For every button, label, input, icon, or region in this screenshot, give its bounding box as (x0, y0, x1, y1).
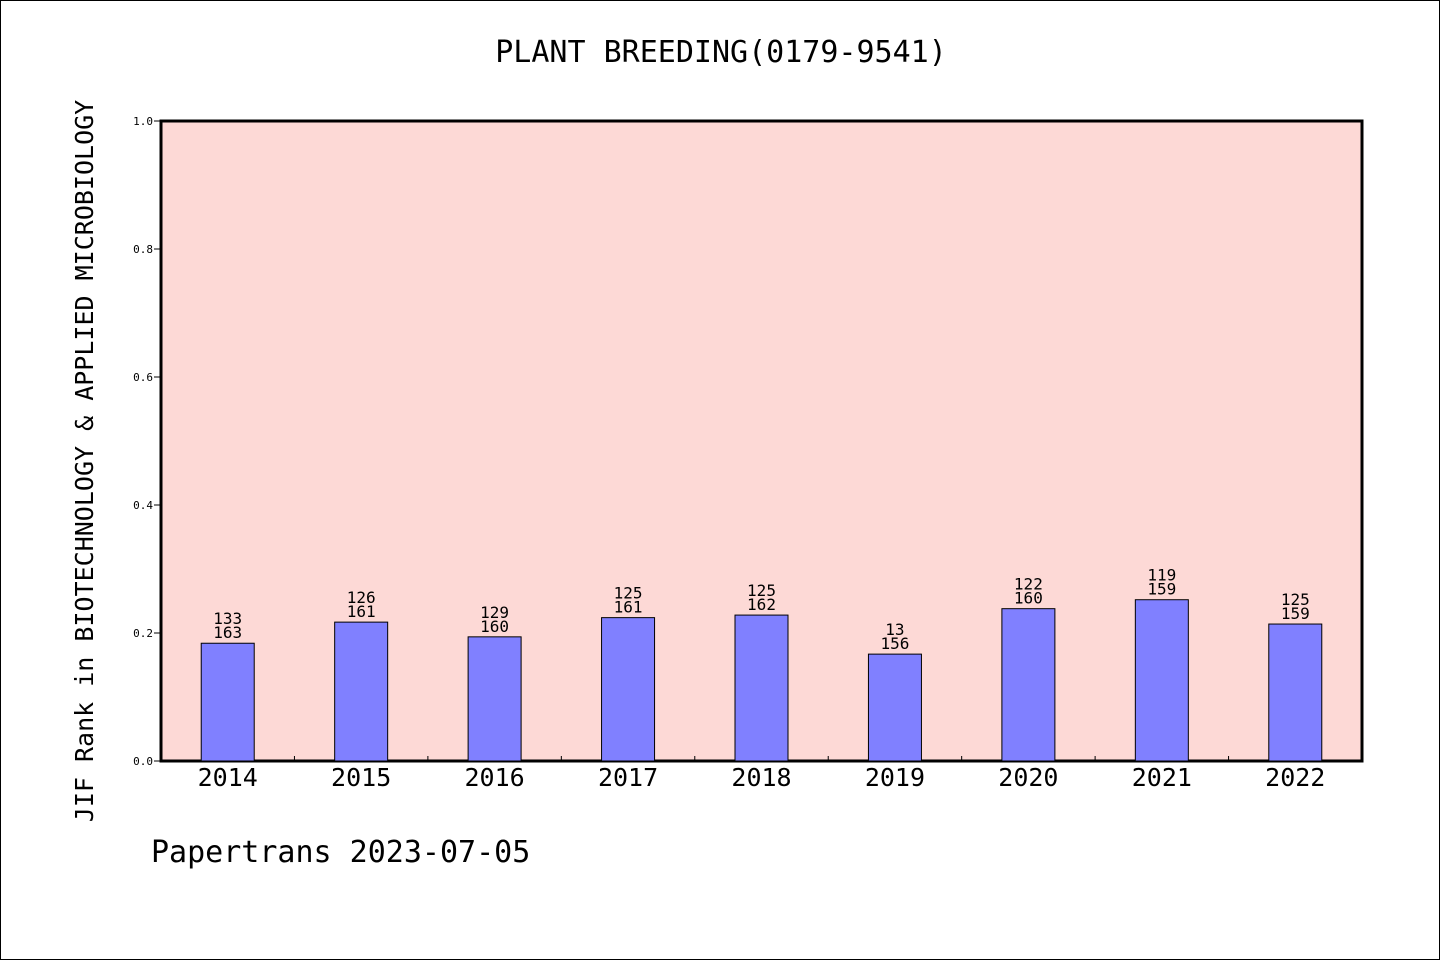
rank-label: 129 (480, 603, 509, 622)
bar-2016 (467, 636, 522, 762)
total-label: 161 (614, 598, 643, 617)
rank-label: 13 (885, 620, 904, 639)
bar-2022 (1268, 623, 1323, 762)
y-tick-label: 0.8 (133, 243, 153, 256)
bar-2020 (1001, 608, 1056, 762)
total-label: 159 (1281, 604, 1310, 623)
rank-label: 122 (1014, 575, 1043, 594)
chart-title: PLANT BREEDING(0179-9541) (495, 35, 947, 70)
rank-label: 133 (213, 609, 242, 628)
bars (200, 599, 1323, 762)
y-tick-label: 0.0 (133, 755, 153, 768)
rank-label: 126 (347, 588, 376, 607)
y-tick-label: 1.0 (133, 115, 153, 128)
x-tick-label: 2022 (1265, 763, 1325, 792)
y-axis: 0.0 0.2 0.4 0.6 0.8 1.0 (133, 115, 161, 768)
total-label: 162 (747, 595, 776, 614)
x-tick-label: 2015 (331, 763, 391, 792)
total-label: 163 (213, 623, 242, 642)
x-tick-label: 2014 (198, 763, 258, 792)
x-tick-label: 2020 (998, 763, 1058, 792)
bar-2015 (334, 621, 389, 762)
total-label: 156 (880, 634, 909, 653)
footer-note: Papertrans 2023-07-05 (151, 835, 531, 870)
bar-2021 (1134, 599, 1189, 762)
total-label: 159 (1147, 580, 1176, 599)
total-label: 160 (480, 617, 509, 636)
rank-label: 125 (614, 584, 643, 603)
y-tick-label: 0.2 (133, 627, 153, 640)
bar-2014 (200, 642, 255, 762)
rank-label: 125 (747, 581, 776, 600)
y-axis-label: JIF Rank in BIOTECHNOLOGY & APPLIED MICR… (70, 100, 99, 822)
x-tick-label: 2019 (865, 763, 925, 792)
total-label: 160 (1014, 589, 1043, 608)
y-tick-label: 0.4 (133, 499, 153, 512)
rank-label: 119 (1147, 566, 1176, 585)
bar-2017 (601, 617, 656, 762)
x-tick-label: 2021 (1132, 763, 1192, 792)
x-tick-label: 2016 (465, 763, 525, 792)
y-tick-label: 0.6 (133, 371, 153, 384)
x-tick-label: 2017 (598, 763, 658, 792)
bar-2018 (734, 614, 789, 762)
total-label: 161 (347, 602, 376, 621)
rank-label: 125 (1281, 590, 1310, 609)
x-tick-label: 2018 (731, 763, 791, 792)
bar-2019 (867, 653, 922, 762)
x-axis: 2014 2015 2016 2017 2018 2019 2020 2021 2022 (198, 756, 1325, 792)
